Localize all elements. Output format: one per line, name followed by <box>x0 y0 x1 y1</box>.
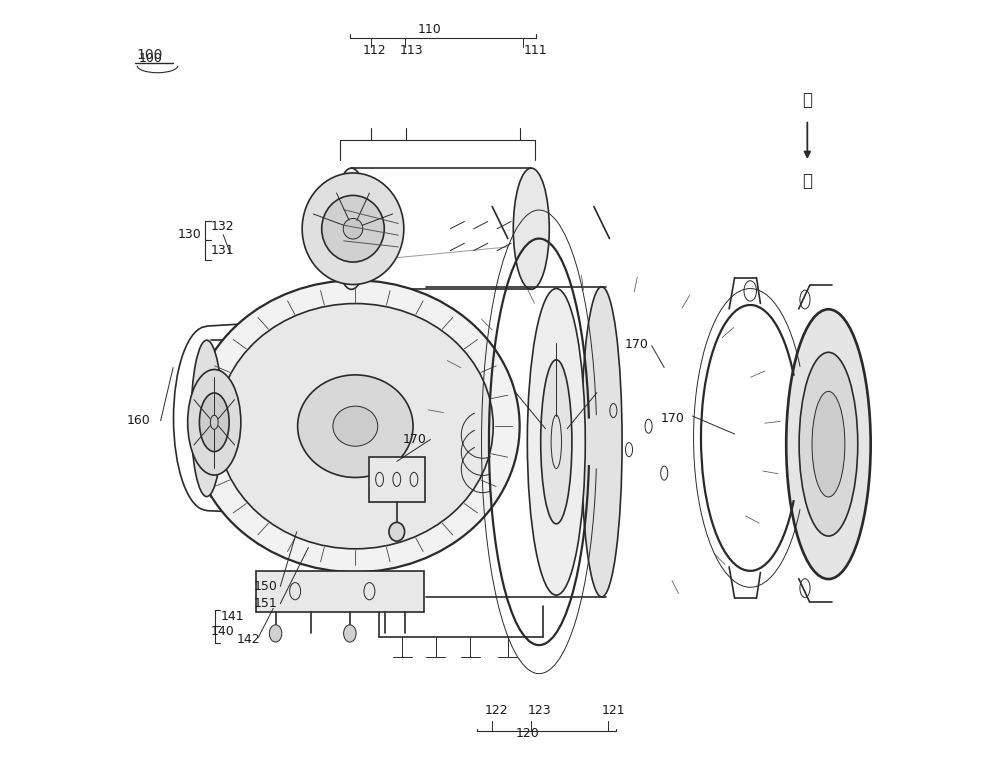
Ellipse shape <box>199 393 229 452</box>
Text: 122: 122 <box>484 704 508 716</box>
Ellipse shape <box>812 391 845 497</box>
Bar <box>256 571 424 612</box>
Text: 112: 112 <box>363 45 387 57</box>
Ellipse shape <box>799 352 858 536</box>
Text: 150: 150 <box>254 580 278 593</box>
Text: 120: 120 <box>516 727 539 740</box>
Ellipse shape <box>389 522 405 541</box>
Ellipse shape <box>217 303 493 549</box>
Ellipse shape <box>513 168 549 289</box>
Text: 123: 123 <box>527 704 551 716</box>
Text: 121: 121 <box>602 704 625 716</box>
Text: 100: 100 <box>136 48 163 62</box>
Text: 下: 下 <box>802 172 812 191</box>
Text: 113: 113 <box>400 45 424 57</box>
Ellipse shape <box>269 625 282 642</box>
Text: 132: 132 <box>211 221 234 233</box>
Ellipse shape <box>191 280 520 572</box>
Bar <box>369 457 425 502</box>
Ellipse shape <box>344 625 356 642</box>
Text: 170: 170 <box>660 412 684 425</box>
Ellipse shape <box>188 369 241 475</box>
Text: 141: 141 <box>221 610 244 622</box>
Text: 110: 110 <box>418 23 442 36</box>
Text: 160: 160 <box>126 414 150 427</box>
Text: 131: 131 <box>211 244 234 256</box>
Ellipse shape <box>302 173 404 285</box>
Ellipse shape <box>541 360 572 524</box>
Text: 111: 111 <box>523 45 547 57</box>
Ellipse shape <box>333 168 369 289</box>
Ellipse shape <box>322 196 384 262</box>
Ellipse shape <box>425 340 458 497</box>
Text: 上: 上 <box>802 91 812 109</box>
Ellipse shape <box>581 287 622 597</box>
Text: 151: 151 <box>254 597 277 610</box>
Ellipse shape <box>786 309 871 579</box>
Text: 170: 170 <box>402 433 426 446</box>
Ellipse shape <box>333 406 378 447</box>
Ellipse shape <box>191 340 222 497</box>
Ellipse shape <box>343 218 363 239</box>
Ellipse shape <box>527 289 585 595</box>
Text: 140: 140 <box>211 626 234 638</box>
Text: 130: 130 <box>178 228 202 241</box>
Text: 170: 170 <box>625 338 649 350</box>
Ellipse shape <box>298 375 413 478</box>
Text: 100: 100 <box>139 52 163 65</box>
Ellipse shape <box>198 379 215 457</box>
Text: 142: 142 <box>236 633 260 646</box>
